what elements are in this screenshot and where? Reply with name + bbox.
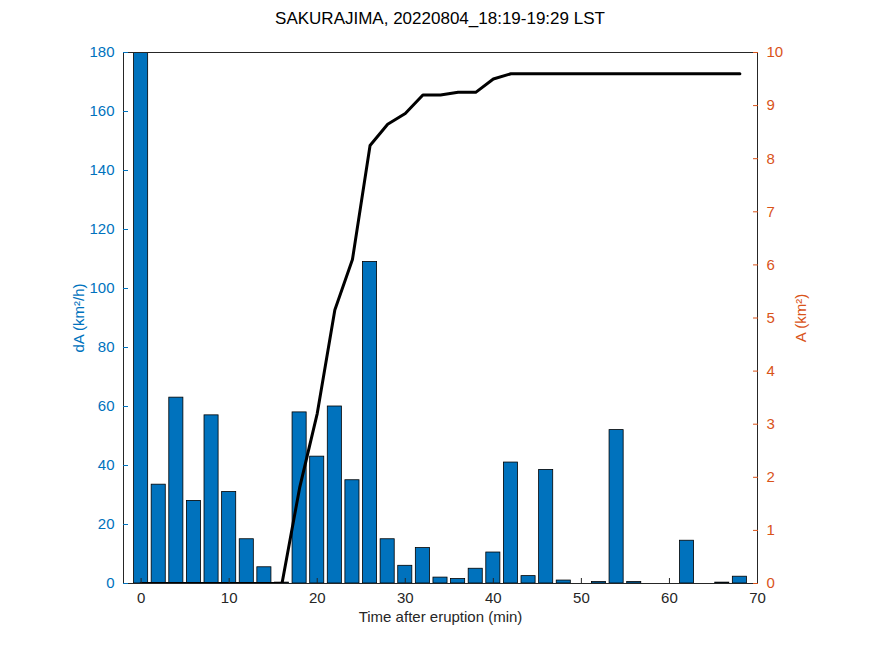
svg-text:40: 40 <box>485 589 502 606</box>
svg-text:100: 100 <box>89 279 114 296</box>
svg-text:20: 20 <box>309 589 326 606</box>
svg-text:10: 10 <box>767 43 784 60</box>
svg-text:0: 0 <box>767 574 775 591</box>
svg-text:0: 0 <box>106 574 114 591</box>
svg-text:160: 160 <box>89 102 114 119</box>
html-text:SAKURAJIMA, 20220804_18:19-19:: SAKURAJIMA, 20220804_18:19-19:29 LST <box>275 9 605 28</box>
svg-text:Time after eruption (min): Time after eruption (min) <box>359 608 523 625</box>
svg-text:9: 9 <box>767 96 775 113</box>
svg-text:60: 60 <box>98 397 115 414</box>
svg-text:140: 140 <box>89 161 114 178</box>
svg-text:1: 1 <box>767 521 775 538</box>
svg-text:40: 40 <box>98 456 115 473</box>
svg-text:6: 6 <box>767 256 775 273</box>
svg-text:8: 8 <box>767 150 775 167</box>
svg-text:5: 5 <box>767 309 775 326</box>
svg-text:20: 20 <box>98 515 115 532</box>
svg-text:7: 7 <box>767 203 775 220</box>
svg-text:10: 10 <box>221 589 238 606</box>
svg-text:dA (km²/h): dA (km²/h) <box>70 283 87 352</box>
svg-text:2: 2 <box>767 468 775 485</box>
svg-text:0: 0 <box>137 589 145 606</box>
svg-text:A (km²): A (km²) <box>792 294 809 342</box>
svg-text:4: 4 <box>767 362 775 379</box>
svg-text:180: 180 <box>89 43 114 60</box>
svg-text:70: 70 <box>749 589 766 606</box>
svg-text:50: 50 <box>573 589 590 606</box>
svg-text:3: 3 <box>767 415 775 432</box>
svg-text:30: 30 <box>397 589 414 606</box>
svg-text:120: 120 <box>89 220 114 237</box>
svg-text:80: 80 <box>98 338 115 355</box>
svg-text:60: 60 <box>661 589 678 606</box>
